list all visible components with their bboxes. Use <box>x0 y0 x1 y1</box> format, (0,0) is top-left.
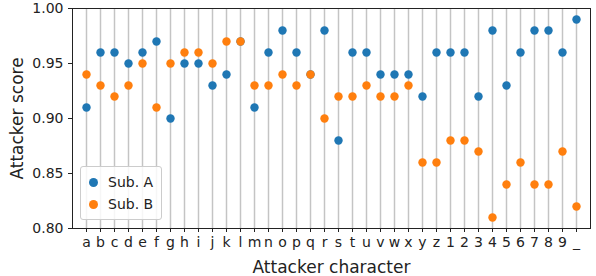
svg-text:0.95: 0.95 <box>32 55 63 71</box>
svg-text:o: o <box>278 234 287 250</box>
svg-text:p: p <box>292 234 301 250</box>
svg-text:0.80: 0.80 <box>32 220 63 236</box>
svg-text:x: x <box>404 234 412 250</box>
svg-text:Attacker score: Attacker score <box>7 57 27 179</box>
svg-text:c: c <box>111 234 119 250</box>
svg-text:u: u <box>362 234 371 250</box>
svg-text:y: y <box>418 234 426 250</box>
svg-text:v: v <box>376 234 384 250</box>
svg-text:Attacker character: Attacker character <box>253 257 411 276</box>
svg-text:7: 7 <box>530 234 539 250</box>
svg-text:i: i <box>197 234 201 250</box>
svg-text:0.85: 0.85 <box>32 165 63 181</box>
html-text:Sub. B: Sub. B <box>108 196 154 212</box>
svg-text:a: a <box>82 234 91 250</box>
svg-text:z: z <box>433 234 440 250</box>
svg-text:k: k <box>222 234 231 250</box>
svg-text:d: d <box>124 234 133 250</box>
svg-text:b: b <box>96 234 105 250</box>
svg-text:8: 8 <box>544 234 553 250</box>
svg-text:3: 3 <box>474 234 483 250</box>
svg-text:t: t <box>350 234 356 250</box>
svg-text:5: 5 <box>502 234 511 250</box>
svg-text:s: s <box>335 234 342 250</box>
svg-text:4: 4 <box>488 234 497 250</box>
svg-text:9: 9 <box>558 234 567 250</box>
svg-text:w: w <box>389 234 400 250</box>
svg-text:g: g <box>166 234 175 250</box>
svg-text:2: 2 <box>460 234 469 250</box>
svg-text:l: l <box>239 234 243 250</box>
svg-text:n: n <box>264 234 273 250</box>
svg-text:6: 6 <box>516 234 525 250</box>
svg-text:0.90: 0.90 <box>32 110 63 126</box>
html-text:Sub. A: Sub. A <box>108 174 154 190</box>
svg-text:e: e <box>138 234 147 250</box>
svg-text:j: j <box>210 234 215 250</box>
svg-text:m: m <box>248 234 262 250</box>
svg-text:r: r <box>322 234 328 250</box>
svg-text:1.00: 1.00 <box>32 0 63 16</box>
svg-text:1: 1 <box>446 234 455 250</box>
svg-text:_: _ <box>572 234 581 250</box>
svg-text:q: q <box>306 234 315 250</box>
svg-text:f: f <box>154 234 160 250</box>
svg-text:h: h <box>180 234 189 250</box>
